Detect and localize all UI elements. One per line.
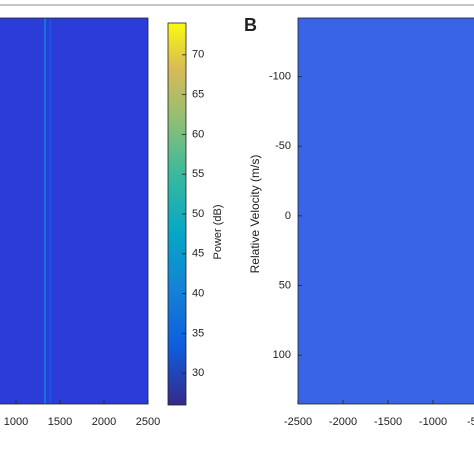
heatmap-background	[0, 18, 148, 404]
plot-frame	[297, 17, 474, 405]
x-tick-label: 1500	[48, 416, 72, 428]
panel-label: B	[244, 15, 257, 35]
x-tick-label: -1500	[374, 416, 402, 428]
x-tick-label: 1000	[4, 416, 28, 428]
colorbar-tick-label: 40	[192, 287, 204, 299]
colorbar-tick-label: 50	[192, 208, 204, 220]
colorbar-tick-label: 55	[192, 168, 204, 180]
colorbar-tick-label: 60	[192, 128, 204, 140]
colorbar-tick-label: 45	[192, 248, 204, 260]
x-tick-label: -2000	[329, 416, 357, 428]
y-tick-label: -50	[275, 140, 291, 152]
signal-line	[49, 18, 52, 404]
colorbar-tick-label: 70	[192, 49, 204, 61]
heatmap-background	[298, 18, 474, 404]
colorbar-tick-label: 35	[192, 327, 204, 339]
signal-line	[44, 18, 47, 404]
x-tick-label: -2500	[284, 416, 312, 428]
colorbar-label: Power (dB)	[212, 204, 224, 259]
x-tick-label: 2000	[92, 416, 116, 428]
y-tick-label: 100	[273, 349, 291, 361]
x-tick-label: -500	[467, 416, 474, 428]
y-tick-label: 50	[279, 279, 291, 291]
y-tick-label: -100	[269, 70, 291, 82]
x-tick-label: 2500	[136, 416, 160, 428]
colorbar-tick-label: 65	[192, 89, 204, 101]
x-tick-label: -1000	[419, 416, 447, 428]
y-tick-label: 0	[285, 210, 291, 222]
y-axis-label: Relative Velocity (m/s)	[248, 155, 262, 274]
colorbar-tick-label: 30	[192, 367, 204, 379]
